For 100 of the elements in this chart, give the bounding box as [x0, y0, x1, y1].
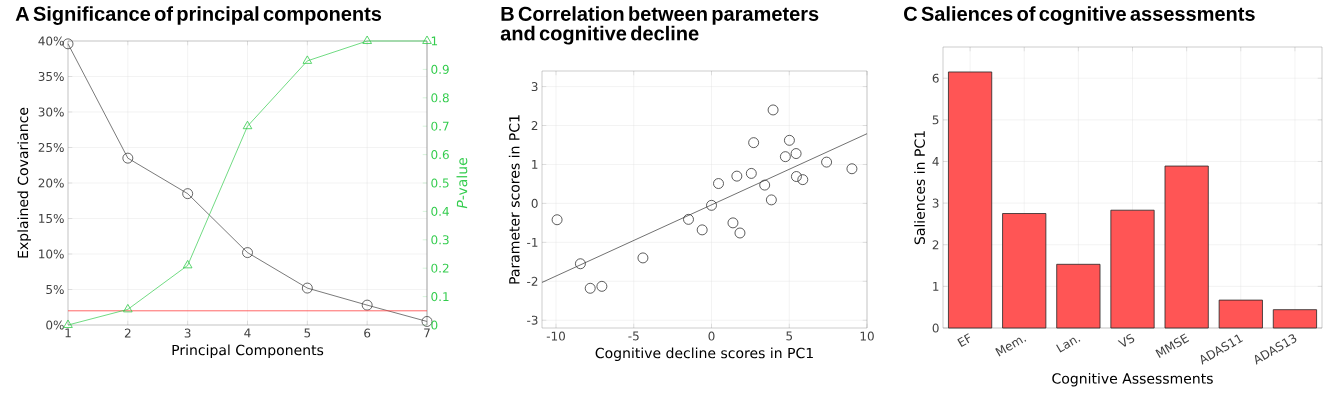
x-tick-label: 4 [244, 328, 251, 338]
y-tick-label: 25% [38, 142, 64, 153]
y-tick-label: 5 [932, 115, 939, 125]
y-tick-label: 6 [932, 73, 939, 83]
point [182, 188, 194, 200]
y-tick-label: -1 [527, 237, 538, 247]
y2-tick-label: 1 [431, 36, 438, 46]
point [759, 179, 771, 191]
x-tick-label: 6 [364, 328, 371, 338]
chart-title: C Saliences of cognitive assessments [904, 6, 1255, 25]
y-tick-label: -2 [527, 276, 538, 286]
y-tick-label: 1 [532, 160, 538, 169]
point [846, 163, 858, 175]
y2-tick-label: 0.6 [431, 150, 449, 160]
x-tick-label: Lan. [1056, 337, 1081, 353]
point [122, 152, 134, 164]
point [422, 35, 432, 44]
point [301, 282, 313, 294]
y-tick-label: 4 [932, 157, 939, 166]
bar [1002, 213, 1047, 329]
point [765, 194, 777, 206]
point [596, 280, 608, 292]
x-axis-title: Cognitive Assessments [1052, 372, 1213, 387]
y-tick-label: 5% [46, 284, 64, 295]
point [637, 252, 649, 264]
bar [1218, 299, 1263, 329]
x-tick-label: 1 [65, 328, 71, 338]
point [584, 282, 596, 294]
point [767, 104, 779, 116]
y-tick-label: 0 [531, 198, 538, 208]
y-tick-label: 30% [38, 107, 64, 117]
y-tick-label: 2 [932, 240, 939, 250]
y-axis-title: Saliences in PC1 [914, 131, 925, 245]
bar [1056, 263, 1101, 329]
point [242, 247, 253, 258]
y2-tick-label: 0.3 [431, 235, 449, 245]
y-tick-label: 2 [531, 121, 538, 130]
x-tick-label: 10 [860, 331, 874, 341]
point [791, 171, 802, 182]
y-tick-label: 1 [933, 281, 939, 291]
y2-tick-label: 0.2 [431, 263, 449, 273]
chart-title: A Significance of principal components [15, 6, 382, 25]
x-tick-label: -5 [628, 331, 639, 341]
y-tick-label: 3 [531, 82, 538, 92]
x-tick-label: 5 [786, 331, 793, 341]
y-axis-title: Explained Covariance [17, 107, 31, 258]
y-tick-label: -3 [527, 315, 538, 325]
point [361, 299, 373, 311]
x-tick-label: 0 [708, 331, 715, 341]
y-tick-label: 35% [38, 71, 64, 82]
y-tick-label: 20% [38, 178, 64, 188]
y-tick-label: 15% [39, 213, 64, 224]
point [182, 259, 193, 269]
y2-tick-label: 0.5 [431, 178, 449, 188]
x-tick-label: 3 [184, 328, 191, 338]
point [713, 178, 724, 189]
bar [948, 71, 993, 329]
point [784, 134, 795, 146]
point [779, 151, 791, 163]
point [302, 55, 313, 64]
point [790, 148, 802, 159]
x-axis-title: Cognitive decline scores in PC1 [595, 347, 813, 362]
point [731, 170, 743, 182]
x-axis-title: Principal Components [172, 344, 324, 359]
point [797, 174, 809, 186]
point [734, 227, 746, 239]
x-tick-label: -10 [546, 331, 565, 341]
y2-tick-label: 0.1 [431, 292, 449, 302]
x-tick-label: EF [957, 333, 971, 348]
chart-title: B Correlation between parameters and cognitive decline [500, 6, 819, 45]
bar [1110, 209, 1155, 329]
point [63, 319, 73, 328]
x-tick-label: VS [1117, 333, 1135, 347]
point [683, 213, 694, 225]
y2-tick-label: 0.8 [431, 93, 449, 103]
x-tick-label: 2 [124, 328, 131, 338]
bar [1272, 309, 1317, 329]
bar [1164, 165, 1209, 329]
point [745, 168, 757, 179]
point [706, 199, 717, 211]
y2-tick-label: 0.4 [431, 206, 449, 216]
point [575, 258, 586, 270]
point [821, 156, 832, 168]
x-tick-label: 7 [424, 328, 430, 338]
y2-tick-label: 0.9 [431, 64, 449, 74]
point [551, 214, 563, 226]
y-tick-label: 10% [39, 249, 64, 259]
point [242, 120, 253, 130]
point [727, 217, 739, 229]
point [123, 303, 133, 313]
y-axis-title: Parameter scores in PC1 [508, 115, 520, 284]
point [696, 224, 708, 236]
x-tick-label: 5 [304, 328, 311, 338]
point [748, 137, 760, 149]
x-tick-label: Mem. [995, 337, 1027, 357]
y-tick-label: 3 [932, 198, 939, 208]
y-tick-label: 40% [38, 36, 64, 46]
y2-tick-label: 0.7 [431, 121, 449, 131]
y2-tick-label: 0 [431, 320, 438, 330]
point [362, 35, 372, 44]
